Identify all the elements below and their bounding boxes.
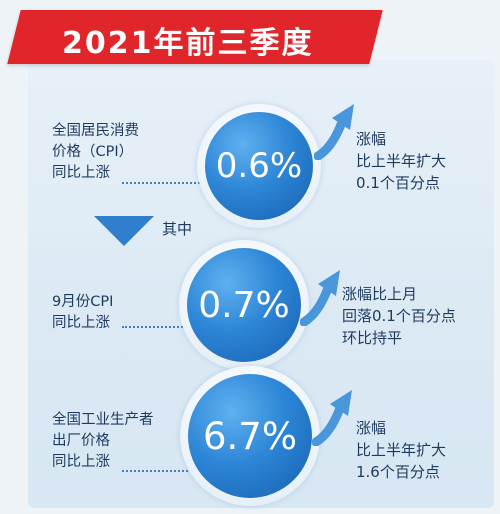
section-2-note-line-3: 环比持平 [342,329,403,347]
section-3-label-line-2: 出厂价格 [52,433,110,449]
section-3-leader-dots [122,470,188,472]
section-2-label-line-2: 同比上涨 [52,315,110,331]
page-title: 2021年前三季度 [62,26,314,61]
section-2-label: 9月份CPI 同比上涨 [52,292,113,334]
section-1-label: 全国居民消费 价格（CPI） 同比上涨 [52,121,139,184]
section-1-note-line-2: 比上半年扩大 [356,152,447,170]
section-1-note-line-3: 0.1个百分点 [356,174,440,192]
section-1-value: 0.6% [215,146,303,186]
section-3-note-line-1: 涨幅 [356,419,387,437]
section-3-value: 6.7% [203,414,297,458]
section-3-label-line-3: 同比上涨 [52,454,110,470]
section-3-note-line-3: 1.6个百分点 [356,463,440,481]
section-2-value: 0.7% [198,284,290,326]
section-3-note: 涨幅 比上半年扩大 1.6个百分点 [356,417,446,483]
section-1-label-line-3: 同比上涨 [52,165,110,181]
section-1-label-line-1: 全国居民消费 [52,123,139,139]
section-3-value-circle: 6.7% [188,374,312,498]
divider-label: 其中 [162,220,193,238]
section-2-leader-dots [122,326,194,328]
section-2-up-arrow-icon [300,270,340,326]
section-1-value-circle: 0.6% [205,112,313,220]
section-2-note-line-1: 涨幅比上月 [342,285,418,303]
section-1-leader-dots [122,182,212,184]
section-3-up-arrow-icon [312,390,352,446]
section-3-note-line-2: 比上半年扩大 [356,441,447,459]
section-1-note-line-1: 涨幅 [356,130,387,148]
section-3-label-line-1: 全国工业生产者 [52,412,154,428]
section-3-label: 全国工业生产者 出厂价格 同比上涨 [52,410,154,473]
section-1-note: 涨幅 比上半年扩大 0.1个百分点 [356,128,446,194]
section-2-note: 涨幅比上月 回落0.1个百分点 环比持平 [342,283,456,349]
section-2-label-line-1: 9月份CPI [52,294,114,310]
section-1-up-arrow-icon [314,104,354,160]
section-2-value-circle: 0.7% [187,248,301,362]
section-2-note-line-2: 回落0.1个百分点 [342,307,456,325]
down-triangle-icon [94,216,154,246]
section-1-label-line-2: 价格（CPI） [52,144,134,160]
